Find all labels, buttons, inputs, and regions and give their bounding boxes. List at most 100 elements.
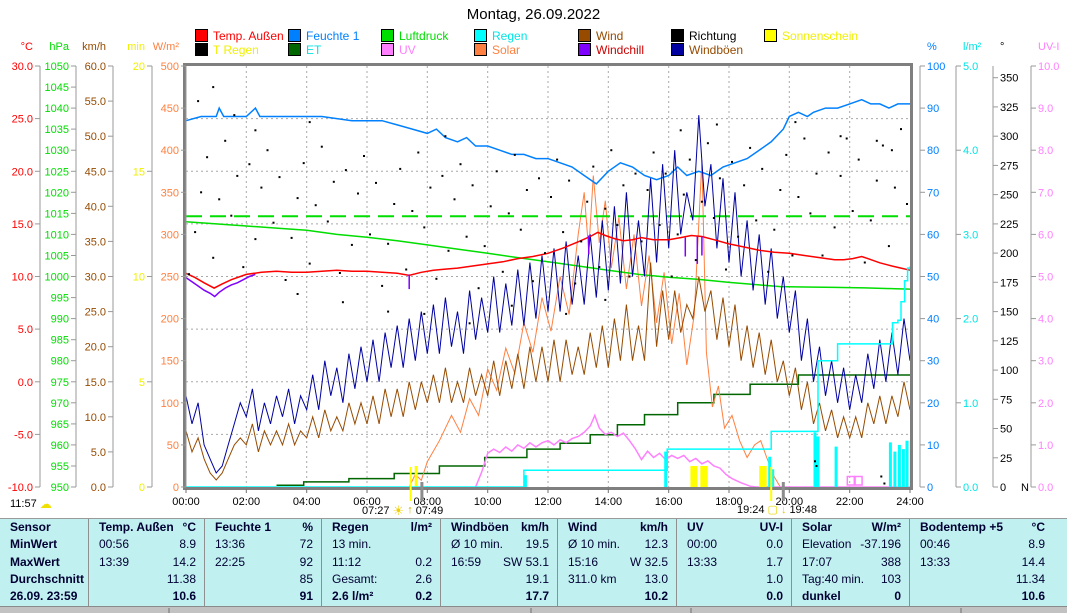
legend-swatch-icon (671, 29, 684, 42)
svg-text:10.0: 10.0 (1038, 61, 1059, 73)
table-row-label: MinWert (10, 537, 58, 552)
svg-text:0.0: 0.0 (91, 482, 106, 494)
svg-text:5.0: 5.0 (963, 61, 978, 73)
svg-text:3.0: 3.0 (1038, 356, 1053, 368)
svg-text:350: 350 (1000, 73, 1018, 85)
table-column-feuchte-1: Feuchte 1% 13:36 72 22:25 92 85 91 (204, 519, 321, 606)
svg-text:30.0: 30.0 (85, 272, 106, 284)
table-column-header: Solar W/m² (802, 520, 901, 534)
splitter-notch[interactable] (168, 608, 170, 613)
table-column-windb-en: Windböen km/h Ø 10 min. 19.5 16:59 SW 53.1 19.… (440, 519, 557, 606)
svg-text:km/h: km/h (82, 41, 106, 53)
table-cell: 13:39 14.2 (99, 554, 196, 569)
svg-text:25.0: 25.0 (12, 114, 33, 126)
table-cell: 11.34 (1015, 571, 1045, 586)
table-column-header: Wind km/h (568, 520, 668, 534)
table-cell: 00:46 8.9 (920, 537, 1045, 552)
svg-text:5: 5 (139, 377, 145, 389)
series-temp (185, 231, 911, 289)
svg-text:20.0: 20.0 (85, 342, 106, 354)
svg-text:%: % (927, 41, 937, 53)
legend-label: Richtung (689, 28, 737, 43)
svg-text:40: 40 (927, 314, 939, 326)
svg-text:1035: 1035 (45, 124, 69, 136)
legend-item: T Regen (195, 43, 259, 57)
table-cell: Tag:40 min. 103 (802, 571, 901, 586)
legend-item: Wind (578, 28, 624, 43)
svg-text:4.0: 4.0 (963, 145, 978, 157)
status-bar[interactable] (0, 606, 1067, 613)
sunset-end-time-label: 19:48 (789, 504, 817, 516)
svg-text:950: 950 (51, 482, 69, 494)
table-cell: 13:36 72 (215, 537, 313, 552)
sunrise-arrow-icon: ↑ (407, 504, 413, 516)
splitter-notch[interactable] (690, 608, 692, 613)
svg-text:3.0: 3.0 (963, 229, 978, 241)
splitter-notch[interactable] (530, 608, 532, 613)
sunset-arrow-icon: ↓ (780, 503, 787, 516)
sunshine-bar (414, 466, 418, 487)
svg-text:10.0: 10.0 (12, 272, 33, 284)
legend-swatch-icon (381, 29, 394, 42)
svg-text:80: 80 (927, 145, 939, 157)
table-column-solar: Solar W/m² Elevation -37.196 17:07 388 Tag:40 … (791, 519, 909, 606)
svg-text:1025: 1025 (45, 166, 69, 178)
sunrise-time-label: 07:27 (362, 504, 390, 517)
svg-text:0: 0 (927, 482, 933, 494)
table-column-header: UV UV-I (687, 520, 783, 534)
table-cell: 19.1 (525, 571, 549, 586)
table-column-header: Temp. Außen °C (99, 520, 196, 534)
table-cell: 11:12 0.2 (332, 554, 432, 569)
svg-text:1010: 1010 (45, 229, 69, 241)
svg-text:5.0: 5.0 (91, 447, 106, 459)
chart-plot-area: 00:00 02:00 04:00 06:00 08:00 10:00 12:00 14:00… (8, 41, 1060, 508)
svg-text:0.0: 0.0 (1038, 482, 1053, 494)
svg-text:200: 200 (1000, 248, 1018, 260)
rain-bar (816, 436, 820, 487)
legend-swatch-icon (474, 29, 487, 42)
sun-icon: ☀ (392, 503, 405, 518)
sunset-square-icon: ▢ (767, 503, 778, 516)
table-cell: 16:59 SW 53.1 (451, 554, 549, 569)
sunrise-end-time-label: 07:49 (415, 504, 444, 517)
svg-text:-5.0: -5.0 (14, 429, 33, 441)
legend-label: Temp. Außen (213, 28, 284, 43)
svg-text:200: 200 (161, 314, 179, 326)
table-cell: 15:16 W 32.5 (568, 554, 668, 569)
svg-text:18:00: 18:00 (715, 496, 743, 508)
svg-text:985: 985 (51, 335, 69, 347)
svg-text:1050: 1050 (45, 61, 69, 73)
svg-text:5.0: 5.0 (18, 324, 33, 336)
legend-item: Luftdruck (381, 29, 448, 43)
svg-text:70: 70 (927, 187, 939, 199)
sunshine-bar (700, 466, 708, 487)
table-cell: Ø 10 min. 19.5 (451, 537, 549, 552)
table-cell: 13:33 14.4 (920, 554, 1045, 569)
svg-text:1005: 1005 (45, 251, 69, 263)
rain-bar (897, 444, 901, 487)
svg-text:25: 25 (1000, 453, 1012, 465)
svg-text:15.0: 15.0 (85, 377, 106, 389)
svg-text:225: 225 (1000, 219, 1018, 231)
table-cell: 91 (299, 589, 313, 604)
legend-label: Windböen (689, 42, 744, 57)
legend-label: Regen (492, 28, 528, 43)
table-cell: Ø 10 min. 12.3 (568, 537, 668, 552)
splitter-notch[interactable] (960, 608, 962, 613)
svg-text:960: 960 (51, 440, 69, 452)
legend-swatch-icon (195, 43, 208, 56)
svg-text:l/m²: l/m² (963, 41, 982, 53)
svg-text:20.0: 20.0 (12, 166, 33, 178)
legend-label: Wind (596, 28, 624, 43)
series-humidity (185, 98, 910, 185)
svg-text:325: 325 (1000, 102, 1018, 114)
sensor-stats-table: Sensor MinWert MaxWert Durchschnitt 26.09. 2… (0, 518, 1067, 606)
legend-item: Richtung (671, 28, 737, 43)
svg-text:965: 965 (51, 419, 69, 431)
svg-text:24:00: 24:00 (896, 496, 924, 508)
legend-label: ET (306, 42, 322, 57)
sun-cloud-icon: ☁ (39, 497, 52, 511)
table-column-header: Windböen km/h (451, 520, 549, 534)
svg-text:20: 20 (133, 61, 145, 73)
legend-label: Sonnenschein (782, 28, 859, 43)
